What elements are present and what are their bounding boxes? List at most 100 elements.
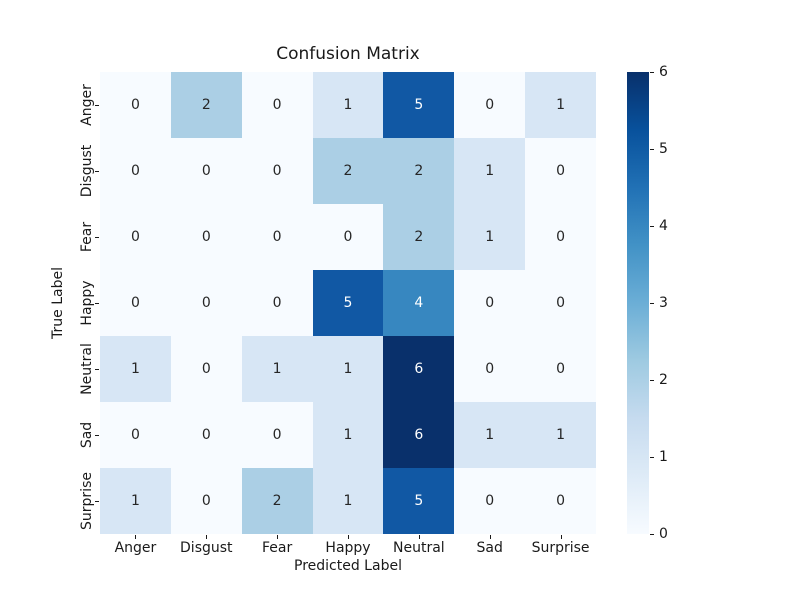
cell-value: 1 <box>485 427 495 443</box>
cell-value: 1 <box>130 493 140 509</box>
cell-value: 0 <box>343 229 353 245</box>
heatmap-cell: 0 <box>241 204 313 270</box>
cell-value: 0 <box>130 163 140 179</box>
colorbar-tick-mark <box>650 303 654 304</box>
cell-value: 1 <box>556 97 566 113</box>
cell-value: 0 <box>272 229 282 245</box>
cell-value: 6 <box>414 361 424 377</box>
cell-value: 0 <box>130 427 140 443</box>
x-tick-label: Surprise <box>531 540 590 556</box>
heatmap-cell: 2 <box>170 72 242 138</box>
y-tick-label: Disgust <box>79 144 95 198</box>
cell-value: 1 <box>485 229 495 245</box>
heatmap-cell: 1 <box>525 72 596 138</box>
heatmap-cell: 2 <box>312 138 384 204</box>
heatmap-cell: 2 <box>241 468 313 534</box>
cell-value: 0 <box>201 295 211 311</box>
colorbar-tick-label: 1 <box>659 449 668 465</box>
colorbar-tick-mark <box>650 457 654 458</box>
heatmap-cell: 0 <box>100 138 171 204</box>
heatmap-cell: 0 <box>100 204 171 270</box>
y-tick-label: Neutral <box>79 343 95 395</box>
x-tick-mark <box>135 535 137 539</box>
cell-value: 1 <box>485 163 495 179</box>
y-tick-label: Fear <box>79 221 95 253</box>
heatmap-cell: 1 <box>454 204 526 270</box>
heatmap-cell: 0 <box>170 402 242 468</box>
heatmap-cell: 1 <box>312 72 384 138</box>
heatmap-cell: 1 <box>454 138 526 204</box>
y-tick-mark <box>95 171 99 172</box>
heatmap-cell: 0 <box>525 270 596 336</box>
heatmap-cell: 0 <box>241 138 313 204</box>
heatmap-cell: 1 <box>100 336 171 402</box>
heatmap-cell: 0 <box>100 72 171 138</box>
cell-value: 5 <box>414 97 424 113</box>
colorbar-tick-mark <box>650 72 654 73</box>
cell-value: 4 <box>414 295 424 311</box>
heatmap-cell: 1 <box>241 336 313 402</box>
cell-value: 0 <box>556 163 566 179</box>
cell-value: 0 <box>556 361 566 377</box>
cell-value: 0 <box>485 97 495 113</box>
y-axis-label: True Label <box>50 267 66 339</box>
heatmap-cell: 0 <box>170 336 242 402</box>
cell-value: 0 <box>201 361 211 377</box>
y-tick-mark <box>95 303 99 304</box>
cell-value: 2 <box>272 493 282 509</box>
heatmap-cell: 0 <box>454 72 526 138</box>
x-tick-label: Fear <box>262 540 293 556</box>
y-tick-mark <box>95 369 99 370</box>
cell-value: 5 <box>343 295 353 311</box>
cell-value: 5 <box>414 493 424 509</box>
x-tick-label: Anger <box>114 540 157 556</box>
colorbar <box>627 72 649 534</box>
colorbar-tick-mark <box>650 534 654 535</box>
cell-value: 0 <box>272 427 282 443</box>
y-tick-mark <box>95 105 99 106</box>
heatmap-cell: 0 <box>241 402 313 468</box>
cell-value: 6 <box>414 427 424 443</box>
heatmap-cell: 0 <box>170 204 242 270</box>
x-tick-mark <box>489 535 491 539</box>
cell-value: 0 <box>201 427 211 443</box>
heatmap-cell: 0 <box>100 402 171 468</box>
heatmap-cell: 1 <box>312 402 384 468</box>
cell-value: 0 <box>485 361 495 377</box>
heatmap-cell: 0 <box>525 204 596 270</box>
heatmap-cell: 0 <box>525 468 596 534</box>
y-tick-label: Sad <box>79 421 95 449</box>
y-tick-mark <box>95 435 99 436</box>
colorbar-tick-label: 4 <box>659 218 668 234</box>
heatmap-cell: 0 <box>100 270 171 336</box>
heatmap-cell: 6 <box>383 336 455 402</box>
cell-value: 2 <box>414 163 424 179</box>
heatmap-cell: 0 <box>525 336 596 402</box>
x-tick-label: Sad <box>476 540 503 556</box>
cell-value: 0 <box>201 493 211 509</box>
heatmap-cell: 5 <box>383 468 455 534</box>
x-tick-label: Neutral <box>393 540 445 556</box>
heatmap-cell: 0 <box>241 270 313 336</box>
y-tick-label: Happy <box>79 280 95 326</box>
cell-value: 0 <box>272 163 282 179</box>
heatmap-cell: 6 <box>383 402 455 468</box>
heatmap-cell: 5 <box>312 270 384 336</box>
colorbar-tick-mark <box>650 380 654 381</box>
heatmap-cell: 5 <box>383 72 455 138</box>
heatmap-cell: 0 <box>170 468 242 534</box>
x-tick-mark <box>277 535 279 539</box>
cell-value: 0 <box>556 493 566 509</box>
cell-value: 0 <box>556 229 566 245</box>
heatmap-cell: 1 <box>100 468 171 534</box>
cell-value: 0 <box>485 295 495 311</box>
y-tick-mark <box>95 237 99 238</box>
x-tick-label: Happy <box>325 540 371 556</box>
cell-value: 2 <box>343 163 353 179</box>
heatmap-cell: 1 <box>525 402 596 468</box>
cell-value: 1 <box>343 97 353 113</box>
cell-value: 0 <box>130 97 140 113</box>
heatmap-cell: 2 <box>383 138 455 204</box>
y-tick-label: Surprise <box>79 472 95 530</box>
heatmap-cell: 0 <box>454 270 526 336</box>
